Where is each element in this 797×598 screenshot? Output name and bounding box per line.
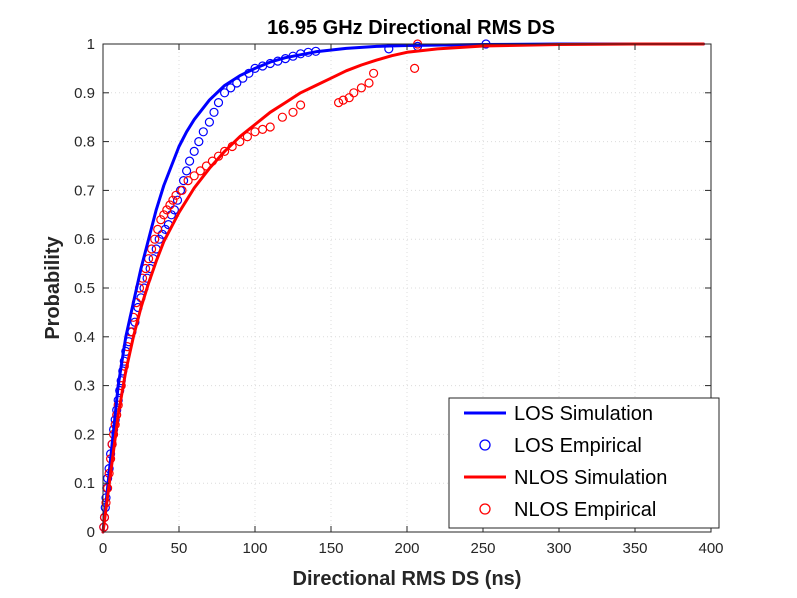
legend-item-los-simulation: LOS Simulation xyxy=(464,403,653,425)
legend-marker-swatch xyxy=(479,439,491,451)
nlos-empirical-point xyxy=(349,88,359,98)
x-tick-label: 300 xyxy=(546,540,571,557)
los-empirical-point xyxy=(185,156,195,166)
legend-label: LOS Empirical xyxy=(514,435,642,457)
los-empirical-point xyxy=(194,137,204,147)
nlos-simulation-line xyxy=(101,42,705,534)
x-tick-label: 250 xyxy=(470,540,495,557)
y-tick-label: 0.7 xyxy=(74,182,95,199)
y-tick-label: 0.2 xyxy=(74,426,95,443)
los-empirical-point xyxy=(220,88,230,98)
legend-box xyxy=(448,397,720,529)
x-tick-label: 0 xyxy=(99,540,107,557)
x-tick-label: 50 xyxy=(171,540,188,557)
nlos-empirical-point xyxy=(338,95,348,105)
nlos-empirical-point xyxy=(150,234,160,244)
x-axis-label: Directional RMS DS (ns) xyxy=(293,568,522,590)
nlos-empirical-point xyxy=(183,176,193,186)
nlos-empirical-point xyxy=(356,83,366,93)
series-layer xyxy=(99,39,705,534)
nlos-empirical-point xyxy=(364,78,374,88)
x-tick-label: 350 xyxy=(622,540,647,557)
los-empirical-point xyxy=(226,83,236,93)
nlos-empirical-point xyxy=(265,122,275,132)
los-empirical-point xyxy=(189,146,199,156)
legend: LOS Simulation LOS Empirical NLOS Simulati… xyxy=(448,397,720,529)
nlos-empirical-point xyxy=(162,205,172,215)
y-tick-label: 0.1 xyxy=(74,475,95,492)
los-empirical-point xyxy=(172,195,183,205)
nlos-empirical-point xyxy=(159,210,169,220)
ticks: 0 50 100 150 200 250 300 350 400 0 0.1 0.2 0.3 0.4 0.5… xyxy=(74,36,723,557)
nlos-simulation-series xyxy=(101,42,705,534)
nlos-empirical-point xyxy=(242,132,252,142)
nlos-empirical-point xyxy=(277,112,287,122)
x-tick-label: 100 xyxy=(242,540,267,557)
nlos-empirical-point xyxy=(165,200,175,210)
nlos-empirical-point xyxy=(156,215,166,225)
nlos-empirical-point xyxy=(344,93,354,103)
y-tick-label: 0.5 xyxy=(74,280,95,297)
y-tick-label: 0.3 xyxy=(74,378,95,395)
los-empirical-point xyxy=(198,127,208,137)
los-empirical-point xyxy=(154,234,164,244)
los-empirical-point xyxy=(204,117,214,127)
chart-title: 16.95 GHz Directional RMS DS xyxy=(267,17,555,39)
y-tick-label: 1 xyxy=(87,36,95,53)
nlos-empirical-point xyxy=(153,224,163,234)
los-simulation-series xyxy=(101,42,705,534)
legend-label: LOS Simulation xyxy=(514,403,653,425)
los-simulation-line xyxy=(101,42,705,534)
los-empirical-point xyxy=(209,107,219,117)
legend-item-nlos-empirical: NLOS Empirical xyxy=(479,499,656,521)
nlos-empirical-point xyxy=(171,190,181,200)
nlos-empirical-point xyxy=(177,185,187,195)
y-tick-label: 0.4 xyxy=(74,329,95,346)
nlos-empirical-point xyxy=(410,63,420,74)
los-empirical-point xyxy=(213,97,224,108)
nlos-empirical-point xyxy=(168,195,178,205)
legend-marker-swatch xyxy=(479,503,491,515)
legend-item-los-empirical: LOS Empirical xyxy=(479,435,642,457)
x-tick-label: 150 xyxy=(318,540,343,557)
legend-item-nlos-simulation: NLOS Simulation xyxy=(464,467,667,489)
y-tick-label: 0.8 xyxy=(74,134,95,151)
x-tick-label: 400 xyxy=(698,540,723,557)
los-empirical-point xyxy=(182,166,192,176)
nlos-empirical-point xyxy=(296,100,306,110)
nlos-empirical-point xyxy=(334,97,344,108)
nlos-empirical-point xyxy=(189,171,199,181)
legend-label: NLOS Simulation xyxy=(514,467,667,489)
y-tick-label: 0.9 xyxy=(74,85,95,102)
los-empirical-point xyxy=(179,176,189,186)
y-tick-label: 0 xyxy=(87,524,95,541)
nlos-empirical-point xyxy=(369,68,379,78)
nlos-empirical-point xyxy=(220,146,230,156)
nlos-empirical-point xyxy=(195,166,205,176)
grid xyxy=(103,44,711,532)
y-tick-label: 0.6 xyxy=(74,231,95,248)
y-axis-label: Probability xyxy=(42,235,64,339)
legend-label: NLOS Empirical xyxy=(514,499,656,521)
nlos-empirical-point xyxy=(288,107,298,117)
x-tick-label: 200 xyxy=(394,540,419,557)
